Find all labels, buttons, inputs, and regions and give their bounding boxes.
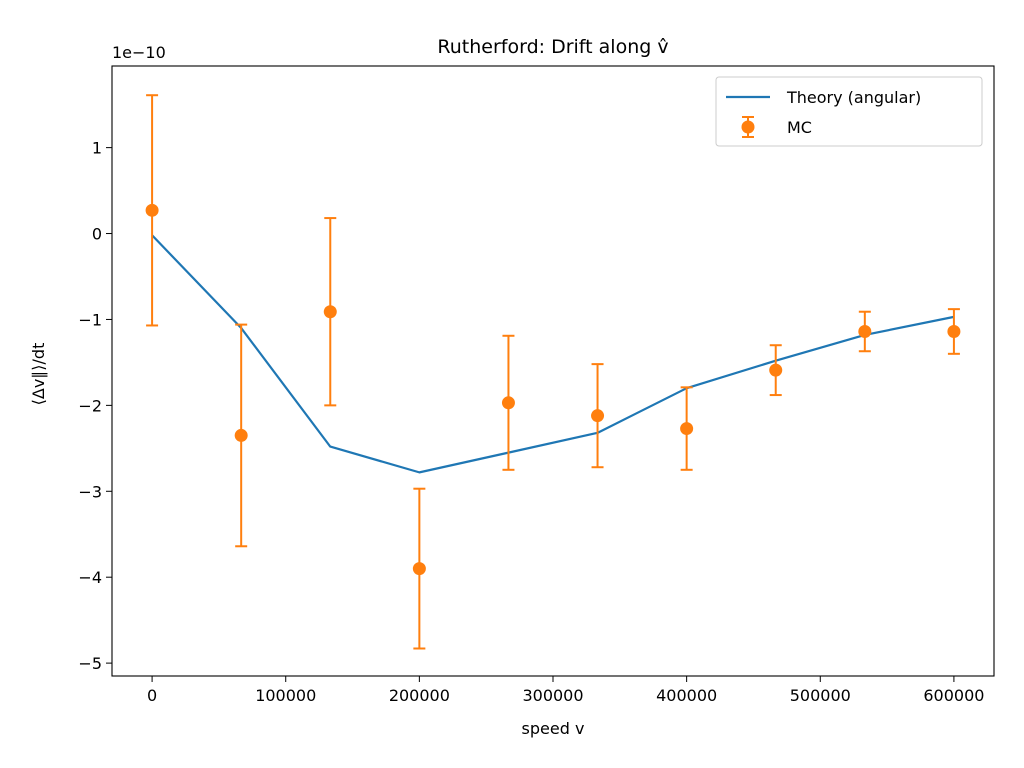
y-axis-offset-label: 1e−10 <box>112 43 166 62</box>
mc-errorbar <box>769 344 783 397</box>
mc-errorbar <box>501 334 515 471</box>
mc-point <box>858 324 872 338</box>
mc-errorbar <box>145 94 159 327</box>
mc-errorbar <box>680 386 694 471</box>
mc-point <box>412 562 426 576</box>
theory-line <box>151 234 955 474</box>
y-tick-label: −3 <box>78 482 102 501</box>
mc-point <box>947 324 961 338</box>
legend-entry-mc: MC <box>787 118 812 137</box>
x-tick-label: 300000 <box>522 686 583 705</box>
x-axis-label: speed v <box>522 719 585 738</box>
chart-title: Rutherford: Drift along v̂ <box>437 36 668 58</box>
mc-point <box>234 428 248 442</box>
x-tick-label: 400000 <box>656 686 717 705</box>
mc-point <box>769 363 783 377</box>
mc-errorbar <box>412 487 426 650</box>
mc-point <box>501 396 515 410</box>
x-tick-label: 100000 <box>255 686 316 705</box>
y-axis-label: ⟨Δv∥⟩/dt <box>29 343 48 406</box>
x-tick-label: 600000 <box>923 686 984 705</box>
x-axis-ticks: 0 100000 200000 300000 400000 500000 600000 <box>147 676 984 705</box>
mc-errorbar <box>858 310 872 353</box>
legend-errorbar-swatch <box>741 116 755 138</box>
y-tick-label: 1 <box>92 139 102 158</box>
y-tick-label: −4 <box>78 568 102 587</box>
y-tick-label: −2 <box>78 396 102 415</box>
mc-errorbar <box>591 363 605 469</box>
mc-errorbar <box>234 323 248 548</box>
x-tick-label: 500000 <box>790 686 851 705</box>
y-tick-label: −5 <box>78 654 102 673</box>
y-tick-label: 0 <box>92 225 102 244</box>
x-tick-label: 0 <box>147 686 157 705</box>
mc-point <box>591 409 605 423</box>
plot-area <box>145 94 961 650</box>
legend: Theory (angular) MC <box>715 76 983 147</box>
legend-box <box>715 76 983 147</box>
legend-entry-theory: Theory (angular) <box>786 88 921 107</box>
mc-point <box>680 422 694 436</box>
mc-errorbar <box>323 217 337 407</box>
y-axis-ticks: 1 0 −1 −2 −3 −4 −5 <box>78 139 112 673</box>
mc-point <box>145 203 159 217</box>
mc-point <box>323 305 337 319</box>
mc-errorbar <box>947 308 961 355</box>
y-tick-label: −1 <box>78 310 102 329</box>
x-tick-label: 200000 <box>389 686 450 705</box>
